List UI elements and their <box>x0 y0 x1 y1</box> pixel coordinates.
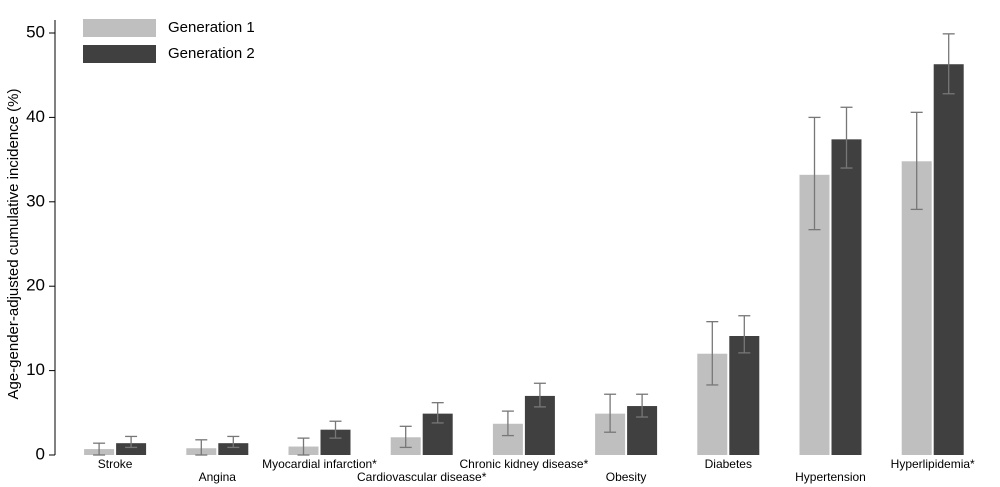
y-tick-label: 20 <box>26 276 45 295</box>
x-tick-label: Cardiovascular disease* <box>357 470 487 484</box>
x-tick-label: Obesity <box>606 470 647 484</box>
bar <box>831 139 862 455</box>
x-tick-label: Stroke <box>98 457 133 471</box>
x-tick-label: Diabetes <box>705 457 752 471</box>
x-tick-label: Myocardial infarction* <box>262 457 377 471</box>
y-tick-label: 50 <box>26 22 45 41</box>
bar <box>218 443 249 455</box>
legend-label: Generation 1 <box>168 19 255 36</box>
y-axis-label: Age-gender-adjusted cumulative incidence… <box>5 88 22 399</box>
y-tick-label: 10 <box>26 360 45 379</box>
x-tick-label: Angina <box>199 470 237 484</box>
y-tick-label: 0 <box>36 444 45 463</box>
x-tick-label: Hypertension <box>795 470 866 484</box>
y-tick-label: 40 <box>26 107 45 126</box>
x-tick-label: Chronic kidney disease* <box>460 457 589 471</box>
bar <box>729 335 760 455</box>
x-tick-label: Hyperlipidemia* <box>891 457 975 471</box>
legend-label: Generation 2 <box>168 45 255 62</box>
legend-swatch <box>83 45 156 63</box>
legend-swatch <box>83 19 156 37</box>
bar <box>116 443 147 455</box>
y-tick-label: 30 <box>26 191 45 210</box>
bar <box>933 64 964 455</box>
bar <box>901 161 932 455</box>
